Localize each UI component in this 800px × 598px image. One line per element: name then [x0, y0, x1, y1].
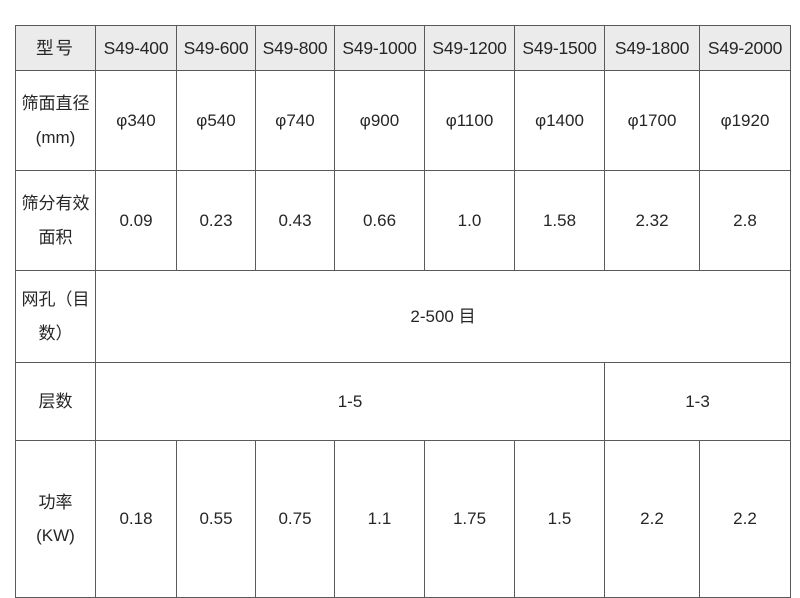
row-label-line-2: (KW): [36, 526, 75, 545]
specification-table: 型号 S49-400 S49-600 S49-800 S49-1000 S49-…: [15, 25, 791, 598]
cell-area-5: 1.0: [424, 170, 515, 271]
header-label-model: 型号: [15, 25, 96, 71]
cell-area-7: 2.32: [604, 170, 700, 271]
cell-power-1: 0.18: [95, 440, 177, 598]
cell-area-1: 0.09: [95, 170, 177, 271]
row-label-power: 功率 (KW): [15, 440, 96, 598]
row-label-layers: 层数: [15, 362, 96, 441]
table-row-layers: 层数 1-5 1-3: [15, 362, 791, 441]
row-label-line-1: 层数: [38, 391, 73, 411]
row-label-line-2: 面积: [38, 227, 73, 247]
row-label-mesh-size: 网孔（目 数）: [15, 270, 96, 363]
header-model-4: S49-1000: [334, 25, 425, 71]
cell-diameter-8: φ1920: [699, 70, 791, 171]
header-model-5: S49-1200: [424, 25, 515, 71]
cell-layers-merged-right: 1-3: [604, 362, 791, 441]
row-label-line-2: (mm): [35, 127, 76, 147]
cell-power-6: 1.5: [514, 440, 605, 598]
header-model-3: S49-800: [255, 25, 335, 71]
cell-diameter-4: φ900: [334, 70, 425, 171]
row-label-effective-area: 筛分有效 面积: [15, 170, 96, 271]
row-label-line-2: 数）: [38, 323, 73, 343]
cell-layers-merged-left: 1-5: [95, 362, 605, 441]
cell-diameter-2: φ540: [176, 70, 256, 171]
header-model-1: S49-400: [95, 25, 177, 71]
cell-power-5: 1.75: [424, 440, 515, 598]
cell-area-3: 0.43: [255, 170, 335, 271]
header-model-2: S49-600: [176, 25, 256, 71]
cell-area-6: 1.58: [514, 170, 605, 271]
cell-diameter-7: φ1700: [604, 70, 700, 171]
cell-power-8: 2.2: [699, 440, 791, 598]
header-model-8: S49-2000: [699, 25, 791, 71]
row-label-screen-diameter: 筛面直径 (mm): [15, 70, 96, 171]
row-label-line-1: 筛分有效: [21, 194, 90, 214]
header-model-7: S49-1800: [604, 25, 700, 71]
cell-area-4: 0.66: [334, 170, 425, 271]
table-row-screen-diameter: 筛面直径 (mm) φ340 φ540 φ740 φ900 φ1100 φ140…: [15, 70, 791, 171]
specification-table-container: 型号 S49-400 S49-600 S49-800 S49-1000 S49-…: [15, 25, 791, 598]
table-row-mesh-size: 网孔（目 数） 2-500 目: [15, 270, 791, 363]
table-row-effective-area: 筛分有效 面积 0.09 0.23 0.43 0.66 1.0 1.58 2.3…: [15, 170, 791, 271]
cell-power-7: 2.2: [604, 440, 700, 598]
table-header-row: 型号 S49-400 S49-600 S49-800 S49-1000 S49-…: [15, 25, 791, 71]
cell-power-3: 0.75: [255, 440, 335, 598]
row-label-line-1: 筛面直径: [21, 94, 90, 114]
cell-diameter-5: φ1100: [424, 70, 515, 171]
row-label-line-1: 网孔（目: [21, 290, 90, 310]
cell-diameter-3: φ740: [255, 70, 335, 171]
header-model-6: S49-1500: [514, 25, 605, 71]
table-row-power: 功率 (KW) 0.18 0.55 0.75 1.1 1.75 1.5 2.2 …: [15, 440, 791, 598]
cell-mesh-merged: 2-500 目: [95, 270, 791, 363]
cell-power-2: 0.55: [176, 440, 256, 598]
cell-diameter-6: φ1400: [514, 70, 605, 171]
cell-area-2: 0.23: [176, 170, 256, 271]
row-label-line-1: 功率: [38, 492, 73, 512]
cell-diameter-1: φ340: [95, 70, 177, 171]
cell-area-8: 2.8: [699, 170, 791, 271]
cell-power-4: 1.1: [334, 440, 425, 598]
